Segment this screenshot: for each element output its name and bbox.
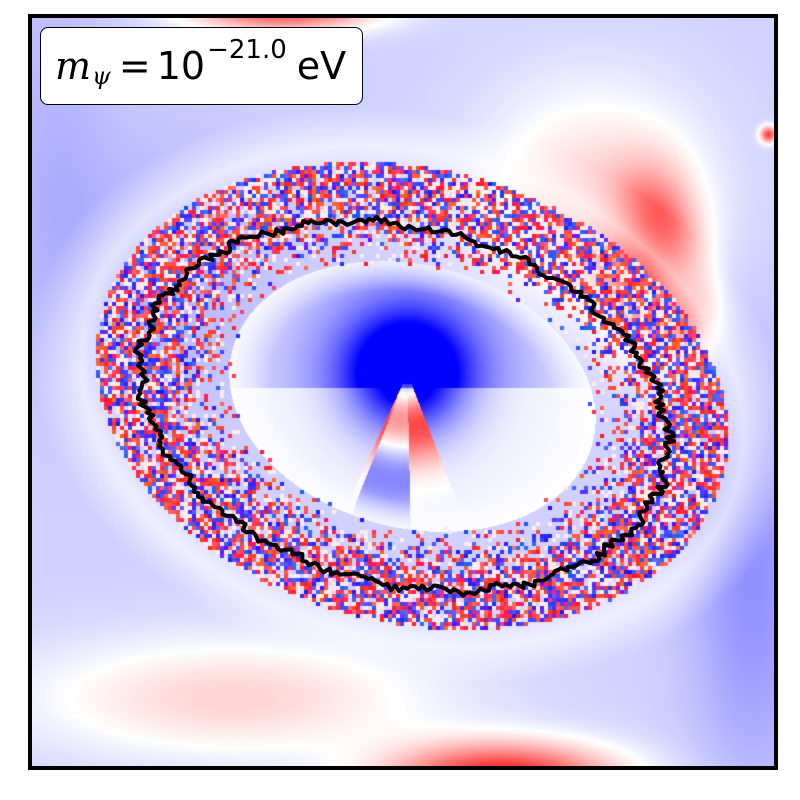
contour-line — [132, 215, 677, 598]
density-field-image — [32, 18, 774, 766]
mass-exponent: −21.0 — [207, 35, 287, 65]
mass-label: m ψ = 10 −21.0 eV — [40, 27, 364, 105]
plot-frame: m ψ = 10 −21.0 eV — [28, 14, 778, 770]
mass-base: 10 — [156, 44, 206, 88]
mass-unit: eV — [296, 44, 347, 88]
equals-sign: = — [118, 44, 151, 88]
mass-subscript: ψ — [92, 62, 111, 90]
mass-symbol: m — [55, 44, 92, 88]
contour-overlay — [132, 215, 677, 598]
